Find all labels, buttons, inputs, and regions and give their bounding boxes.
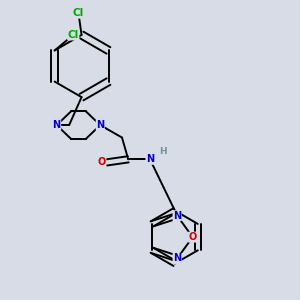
Text: Cl: Cl [68,30,79,40]
Text: N: N [146,154,154,164]
Text: O: O [188,232,197,242]
Text: O: O [98,158,106,167]
Text: H: H [159,147,166,156]
Text: Cl: Cl [73,8,84,18]
Text: N: N [96,120,104,130]
Text: N: N [173,254,181,263]
Text: N: N [52,120,61,130]
Text: N: N [173,211,181,221]
